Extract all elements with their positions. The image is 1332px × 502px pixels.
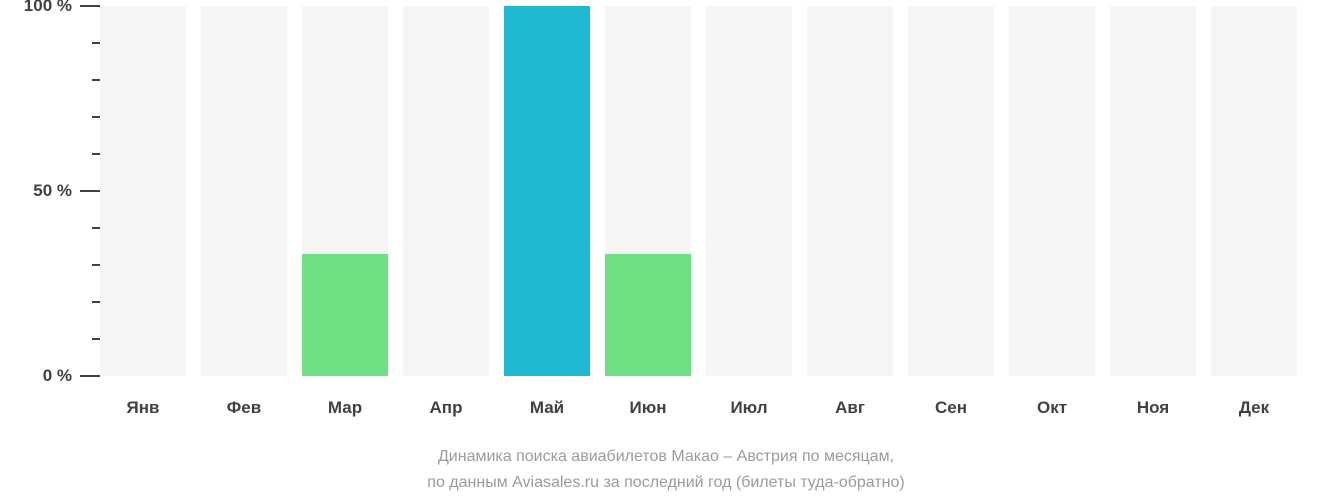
x-axis-month-label: Авг bbox=[835, 398, 865, 418]
bar-background bbox=[706, 6, 792, 376]
y-axis-tick-major: 100 % bbox=[0, 0, 100, 16]
bar-background bbox=[1211, 6, 1297, 376]
y-axis-tick-mark bbox=[80, 375, 100, 377]
x-axis-month-label: Дек bbox=[1239, 398, 1269, 418]
x-axis-month-label: Мар bbox=[328, 398, 362, 418]
bar-value bbox=[504, 6, 590, 376]
y-axis-tick-major: 0 % bbox=[0, 366, 100, 386]
bar-slot: Мар bbox=[302, 6, 388, 376]
bar-slot: Сен bbox=[908, 6, 994, 376]
y-axis-tick-label: 50 % bbox=[33, 181, 72, 201]
bar-slot: Апр bbox=[403, 6, 489, 376]
bar-slot: Авг bbox=[807, 6, 893, 376]
bar-background bbox=[100, 6, 186, 376]
y-axis-tick-major: 50 % bbox=[0, 181, 100, 201]
bar-slot: Окт bbox=[1009, 6, 1095, 376]
y-axis-tick-minor bbox=[92, 227, 100, 229]
bar-background bbox=[1110, 6, 1196, 376]
x-axis-month-label: Окт bbox=[1037, 398, 1067, 418]
y-axis-tick-label: 100 % bbox=[24, 0, 72, 16]
y-axis-tick-mark bbox=[80, 5, 100, 7]
y-axis-tick-minor bbox=[92, 153, 100, 155]
bar-slot: Июл bbox=[706, 6, 792, 376]
bar-value bbox=[302, 254, 388, 376]
bar-background bbox=[201, 6, 287, 376]
bar-value bbox=[605, 254, 691, 376]
bar-slot: Июн bbox=[605, 6, 691, 376]
y-axis-tick-mark bbox=[80, 190, 100, 192]
x-axis-month-label: Апр bbox=[430, 398, 463, 418]
y-axis-tick-minor bbox=[92, 116, 100, 118]
x-axis-month-label: Сен bbox=[935, 398, 967, 418]
y-axis-tick-minor bbox=[92, 301, 100, 303]
x-axis-month-label: Янв bbox=[127, 398, 160, 418]
bar-slot: Дек bbox=[1211, 6, 1297, 376]
bar-slot: Фев bbox=[201, 6, 287, 376]
bar-slot: Ноя bbox=[1110, 6, 1196, 376]
x-axis-month-label: Май bbox=[530, 398, 564, 418]
y-axis-tick-minor bbox=[92, 338, 100, 340]
bar-slot: Янв bbox=[100, 6, 186, 376]
y-axis: 0 %50 %100 % bbox=[0, 6, 100, 376]
bar-slot: Май bbox=[504, 6, 590, 376]
bar-background bbox=[908, 6, 994, 376]
bar-background bbox=[403, 6, 489, 376]
chart-plot-area: ЯнвФевМарАпрМайИюнИюлАвгСенОктНояДек bbox=[100, 6, 1312, 376]
y-axis-tick-minor bbox=[92, 79, 100, 81]
x-axis-month-label: Ноя bbox=[1137, 398, 1169, 418]
bar-background bbox=[1009, 6, 1095, 376]
chart-caption-line-2: по данным Aviasales.ru за последний год … bbox=[0, 474, 1332, 492]
y-axis-tick-minor bbox=[92, 42, 100, 44]
bar-background bbox=[807, 6, 893, 376]
chart-caption-line-1: Динамика поиска авиабилетов Макао – Авст… bbox=[0, 448, 1332, 466]
x-axis-month-label: Июн bbox=[629, 398, 666, 418]
monthly-search-chart: 0 %50 %100 % ЯнвФевМарАпрМайИюнИюлАвгСен… bbox=[0, 0, 1332, 502]
x-axis-month-label: Июл bbox=[730, 398, 767, 418]
y-axis-tick-minor bbox=[92, 264, 100, 266]
x-axis-month-label: Фев bbox=[227, 398, 261, 418]
y-axis-tick-label: 0 % bbox=[43, 366, 72, 386]
